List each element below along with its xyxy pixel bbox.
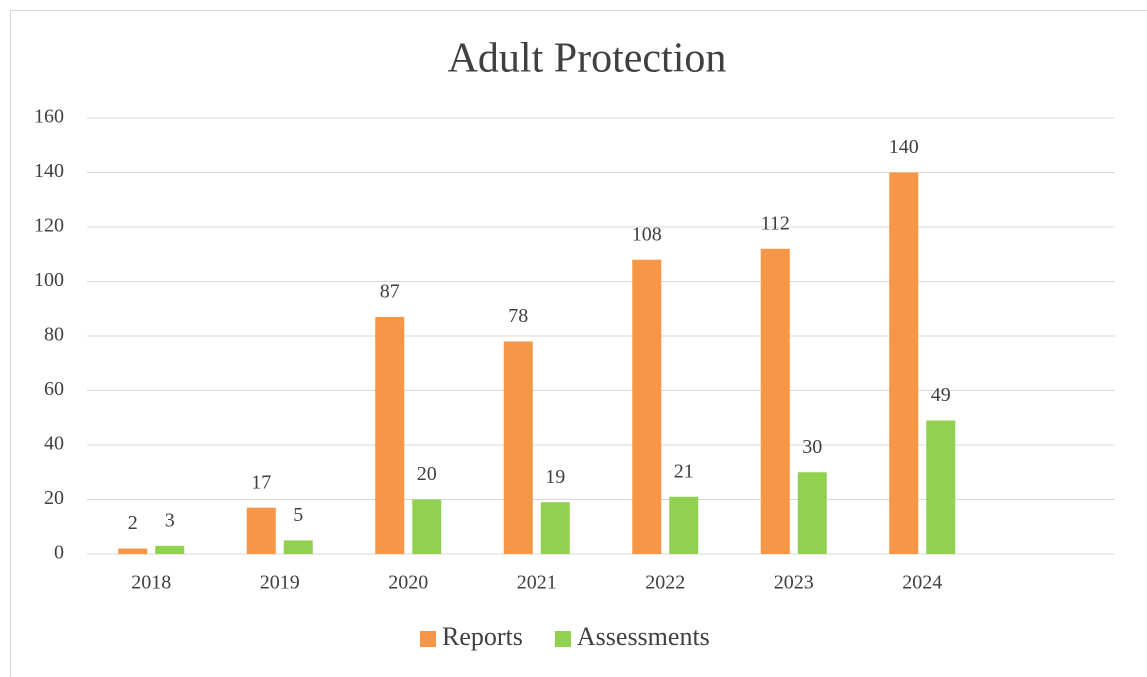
bar <box>926 420 956 554</box>
data-label: 5 <box>293 504 303 526</box>
data-label: 87 <box>380 281 400 303</box>
bar <box>540 502 570 554</box>
data-label: 30 <box>802 436 822 458</box>
bar <box>503 341 533 554</box>
x-tick-label: 2023 <box>774 572 814 594</box>
chart-title: Adult Protection <box>448 36 727 82</box>
y-tick-label: 80 <box>44 324 64 346</box>
bar <box>118 548 148 554</box>
data-label: 140 <box>889 136 919 158</box>
data-label: 3 <box>165 509 175 531</box>
x-tick-label: 2022 <box>645 572 685 594</box>
legend-swatch <box>554 631 571 647</box>
chart-border <box>10 10 1147 677</box>
x-tick-label: 2018 <box>131 572 171 594</box>
bar <box>375 316 405 554</box>
y-tick-label: 20 <box>44 487 64 509</box>
bar <box>155 545 185 554</box>
data-label: 2 <box>128 512 138 534</box>
bar <box>797 472 827 554</box>
y-tick-label: 100 <box>34 269 64 291</box>
y-tick-label: 120 <box>34 215 64 237</box>
bar <box>889 172 919 554</box>
x-tick-label: 2021 <box>517 572 557 594</box>
data-label: 19 <box>545 466 565 488</box>
bar <box>760 248 790 555</box>
y-tick-label: 140 <box>34 160 64 182</box>
bar <box>246 507 276 554</box>
data-label: 20 <box>417 463 437 485</box>
y-tick-label: 40 <box>44 433 64 455</box>
bar <box>632 259 662 554</box>
data-label: 78 <box>508 305 528 327</box>
bar <box>669 496 699 554</box>
x-tick-label: 2019 <box>260 572 300 594</box>
legend-label: Reports <box>442 622 523 651</box>
data-label: 112 <box>761 212 790 234</box>
data-label: 21 <box>674 460 694 482</box>
bar <box>283 540 313 554</box>
legend-label: Assessments <box>577 622 710 651</box>
data-label: 49 <box>931 384 951 406</box>
y-tick-label: 160 <box>34 106 64 128</box>
x-tick-label: 2020 <box>388 572 428 594</box>
data-label: 17 <box>251 471 271 493</box>
x-tick-label: 2024 <box>902 572 942 594</box>
y-tick-label: 0 <box>54 542 64 564</box>
y-tick-label: 60 <box>44 378 64 400</box>
data-label: 108 <box>632 223 662 245</box>
bar <box>412 499 442 554</box>
legend-swatch <box>420 631 436 647</box>
